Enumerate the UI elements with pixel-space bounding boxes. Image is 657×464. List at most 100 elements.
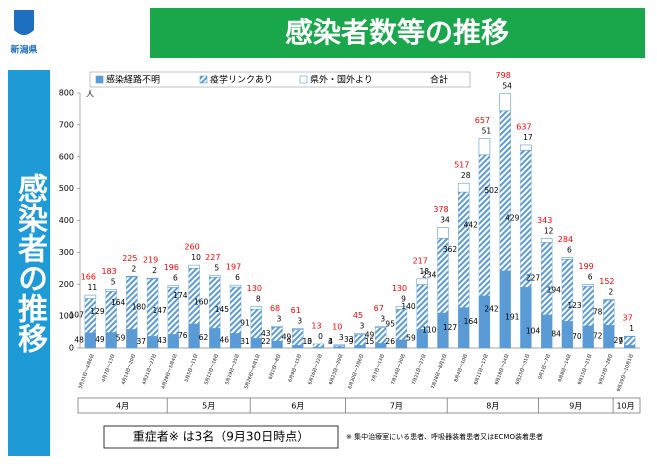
side-title: 感染者の推移	[8, 70, 50, 456]
bar-segment	[603, 300, 615, 326]
footnote: ※ 集中治療室にいる患者、呼吸器装着患者又はECMO装着患者	[346, 432, 543, 441]
total-label: 798	[496, 71, 511, 80]
segment-label: 49	[365, 330, 375, 339]
segment-label: 9	[401, 295, 406, 304]
segment-label: 59	[406, 334, 416, 343]
note-box	[103, 425, 339, 449]
legend-box	[89, 71, 471, 88]
segment-label: 43	[261, 329, 271, 338]
segment-label: 3	[307, 337, 312, 346]
x-tick-label: 9月22日～28日	[597, 353, 614, 385]
segment-label: 2	[608, 288, 613, 297]
legend-label: 合計	[430, 74, 448, 86]
total-label: 227	[205, 253, 220, 262]
segment-label: 48	[74, 335, 84, 344]
segment-label: 31	[240, 337, 250, 346]
month-label: 8月	[486, 402, 499, 411]
bar-segment	[561, 259, 574, 322]
total-label: 378	[433, 205, 448, 214]
segment-label: 3	[328, 337, 333, 346]
bar-segment	[603, 299, 615, 301]
x-tick-label: 6月23日～29日	[328, 353, 345, 385]
segment-label: 145	[215, 305, 230, 314]
x-tick-label: 7月7日～13日	[370, 353, 386, 383]
bar-segment	[520, 144, 532, 151]
x-tick-label: 7月14日～20日	[390, 353, 407, 385]
x-tick-label: 5月12日～18日	[203, 353, 220, 385]
x-tick-label: 9月8日～14日	[557, 353, 573, 383]
segment-label: 5	[214, 264, 219, 273]
y-tick-label: 0	[69, 344, 74, 353]
total-label: 637	[516, 122, 531, 131]
total-label: 67	[374, 304, 384, 313]
x-tick-label: 9月1日～7日	[537, 353, 552, 380]
segment-label: 429	[505, 214, 520, 223]
y-tick-label: 100	[59, 312, 74, 321]
segment-label: 27	[614, 336, 624, 345]
total-label: 68	[270, 304, 280, 313]
total-label: 13	[311, 321, 321, 330]
segment-label: 5	[111, 278, 116, 287]
segment-label: 91	[240, 319, 250, 328]
segment-label: 95	[385, 320, 395, 329]
bar-segment	[416, 278, 429, 285]
y-tick-label: 500	[59, 184, 74, 193]
logo-text: 新潟県	[10, 44, 37, 56]
segment-label: 362	[443, 245, 458, 254]
y-tick-label: 600	[59, 152, 74, 161]
total-label: 217	[413, 256, 428, 265]
bar-segment	[312, 343, 325, 348]
total-label: 517	[454, 161, 469, 170]
bar-segment	[271, 326, 283, 328]
segment-label: 22	[261, 337, 271, 346]
y-tick-label: 700	[59, 120, 74, 129]
segment-label: 46	[220, 336, 230, 345]
segment-label: 123	[567, 301, 582, 310]
segment-label: 72	[593, 332, 603, 341]
bar-segment	[582, 286, 594, 326]
bar-segment	[623, 336, 636, 346]
bar-segment	[499, 270, 511, 349]
y-unit: 人	[86, 90, 94, 99]
total-label: 219	[143, 256, 158, 265]
segment-label: 2	[131, 264, 136, 273]
segment-label: 180	[132, 303, 147, 312]
legend-label: 県外・国外より	[310, 74, 373, 86]
bar-segment	[478, 138, 491, 156]
bar-segment	[561, 257, 574, 260]
logo-icon	[14, 10, 34, 35]
segment-label: 3	[277, 314, 282, 323]
total-label: 199	[579, 262, 594, 271]
y-tick-label: 800	[59, 89, 74, 98]
total-label: 152	[599, 277, 614, 286]
bar-segment	[146, 277, 159, 280]
segment-label: 164	[111, 298, 126, 307]
legend-swatch	[299, 75, 308, 84]
month-label: 7月	[390, 402, 403, 411]
bar-segment	[209, 277, 221, 329]
bar-segment	[541, 242, 553, 315]
legend-swatch	[199, 75, 208, 84]
bar-segment	[478, 154, 491, 296]
total-label: 166	[81, 273, 96, 282]
bar-segment	[333, 344, 346, 347]
segment-label: 6	[588, 273, 593, 282]
segment-label: 49	[95, 335, 105, 344]
segment-label: 84	[551, 330, 561, 339]
bar-segment	[582, 284, 594, 287]
x-tick-label: 8月25日～31日	[515, 353, 532, 385]
total-label: 45	[353, 311, 363, 320]
severe-note: 重症者※ は3名（9月30日時点）	[133, 429, 309, 444]
x-tick-label: 3月31日～4月6日	[77, 353, 95, 390]
bar-segment	[209, 275, 221, 278]
bar-segment	[188, 268, 200, 324]
segment-label: 9	[618, 337, 623, 346]
bar-segment	[105, 289, 117, 292]
x-tick-label: 8月18日～24日	[494, 353, 511, 385]
segment-label: 0	[318, 332, 323, 341]
month-row	[77, 397, 641, 414]
segment-label: 49	[282, 332, 292, 341]
segment-label: 18	[419, 267, 429, 276]
total-label: 284	[558, 235, 573, 244]
segment-label: 3	[380, 315, 385, 324]
